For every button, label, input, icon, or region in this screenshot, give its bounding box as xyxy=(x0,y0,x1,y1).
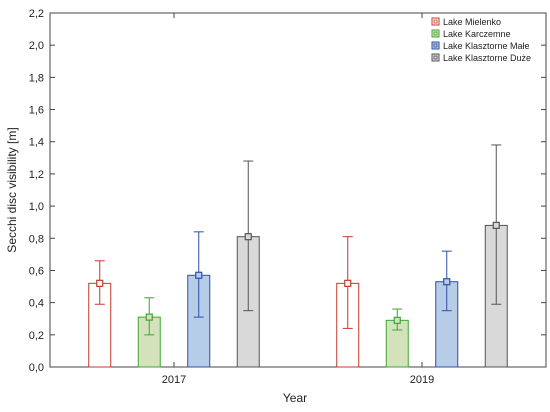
y-tick-label: 0,4 xyxy=(29,298,44,310)
legend-swatch xyxy=(431,41,440,50)
y-tick-label: 0,0 xyxy=(29,362,44,374)
y-tick-label: 0,6 xyxy=(29,265,44,277)
y-tick-label: 0,2 xyxy=(29,330,44,342)
plot-frame xyxy=(49,12,547,368)
legend-marker xyxy=(433,55,438,60)
legend-label: Lake Klasztorne Małe xyxy=(443,41,530,51)
y-tick-label: 2,2 xyxy=(29,8,44,20)
mean-marker xyxy=(492,221,500,229)
mean-marker xyxy=(145,313,153,321)
y-tick-label: 1,0 xyxy=(29,201,44,213)
mean-marker xyxy=(393,316,401,324)
y-axis: 0,0 0,2 0,4 0,6 0,8 1,0 1,2 1,4 1,6 1,8 2,0 2,2 xyxy=(29,8,546,374)
legend-marker xyxy=(433,19,438,24)
y-tick-label: 1,4 xyxy=(29,137,44,149)
y-tick-label: 2,0 xyxy=(29,40,44,52)
x-tick-label: 2017 xyxy=(162,374,186,386)
y-tick-label: 1,8 xyxy=(29,72,44,84)
y-tick-label: 1,2 xyxy=(29,169,44,181)
legend-label: Lake Karczemne xyxy=(443,29,511,39)
legend-swatch xyxy=(431,53,440,62)
legend-swatch xyxy=(431,29,440,38)
y-tick-label: 1,6 xyxy=(29,105,44,117)
legend-swatch xyxy=(431,17,440,26)
x-tick-label: 2019 xyxy=(410,374,434,386)
legend: Lake Mielenko Lake Karczemne Lake Klasztor… xyxy=(431,17,531,63)
mean-marker xyxy=(96,279,104,287)
y-axis-title: Secchi disc visibility [m] xyxy=(5,127,19,252)
mean-marker xyxy=(443,278,451,286)
legend-marker xyxy=(433,31,438,36)
x-axis: 2017 2019 xyxy=(162,13,434,386)
legend-label: Lake Mielenko xyxy=(443,17,501,27)
x-axis-title: Year xyxy=(283,391,307,405)
mean-marker xyxy=(244,233,252,241)
legend-label: Lake Klasztorne Duże xyxy=(443,53,531,63)
mean-marker xyxy=(195,271,203,279)
y-tick-label: 0,8 xyxy=(29,233,44,245)
bar-group xyxy=(88,144,508,368)
mean-marker xyxy=(344,279,352,287)
legend-marker xyxy=(433,43,438,48)
